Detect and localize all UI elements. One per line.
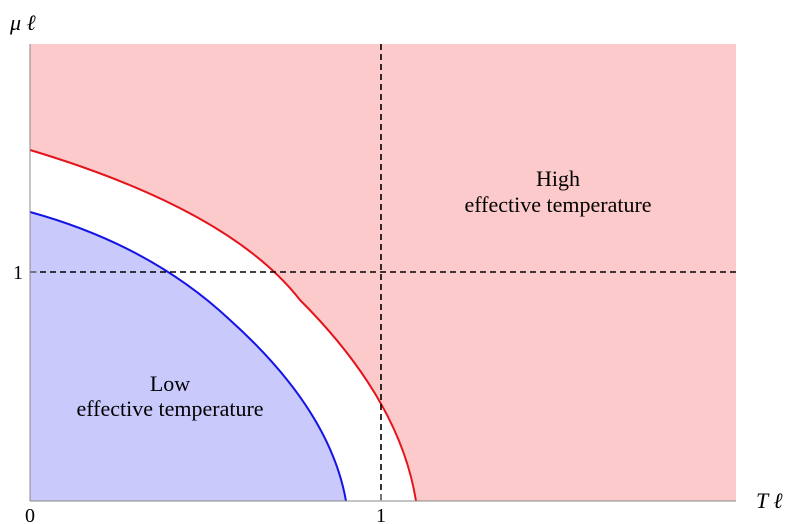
low-temperature-region	[30, 212, 346, 501]
outer-boundary-curve	[29, 149, 417, 502]
x-axis-label: T ℓ	[756, 488, 783, 513]
y-axis-label: μ ℓ	[9, 10, 37, 35]
inner-boundary-curve	[29, 211, 347, 502]
x-tick-label-1: 1	[376, 505, 386, 524]
high-region-label-line2: effective temperature	[464, 192, 651, 217]
x-tick-label-0: 0	[25, 505, 35, 524]
y-tick-label-1: 1	[13, 262, 23, 284]
low-region-label-line2: effective temperature	[76, 396, 263, 421]
low-region-label-line1: Low	[150, 371, 190, 396]
high-region-label-line1: High	[536, 166, 580, 191]
